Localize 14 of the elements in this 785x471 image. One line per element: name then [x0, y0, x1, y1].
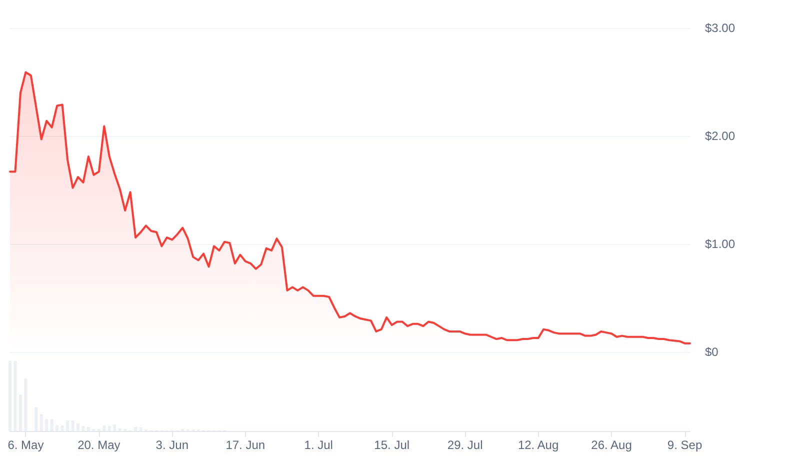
y-tick-label: $2.00	[705, 129, 736, 143]
y-tick-label: $3.00	[705, 21, 736, 35]
y-tick-label: $1.00	[705, 237, 736, 251]
x-tick-label: 15. Jul	[374, 438, 410, 452]
y-tick-label: $0	[705, 345, 719, 359]
x-tick-label: 6. May	[8, 438, 44, 452]
x-tick-label: 20. May	[78, 438, 120, 452]
x-tick-label: 1. Jul	[304, 438, 333, 452]
x-tick-label: 9. Sep	[667, 438, 702, 452]
x-tick-label: 26. Aug	[591, 438, 632, 452]
x-tick-label: 29. Jul	[447, 438, 483, 452]
x-tick-label: 3. Jun	[156, 438, 189, 452]
x-tick-label: 12. Aug	[518, 438, 559, 452]
x-tick-label: 17. Jun	[226, 438, 266, 452]
